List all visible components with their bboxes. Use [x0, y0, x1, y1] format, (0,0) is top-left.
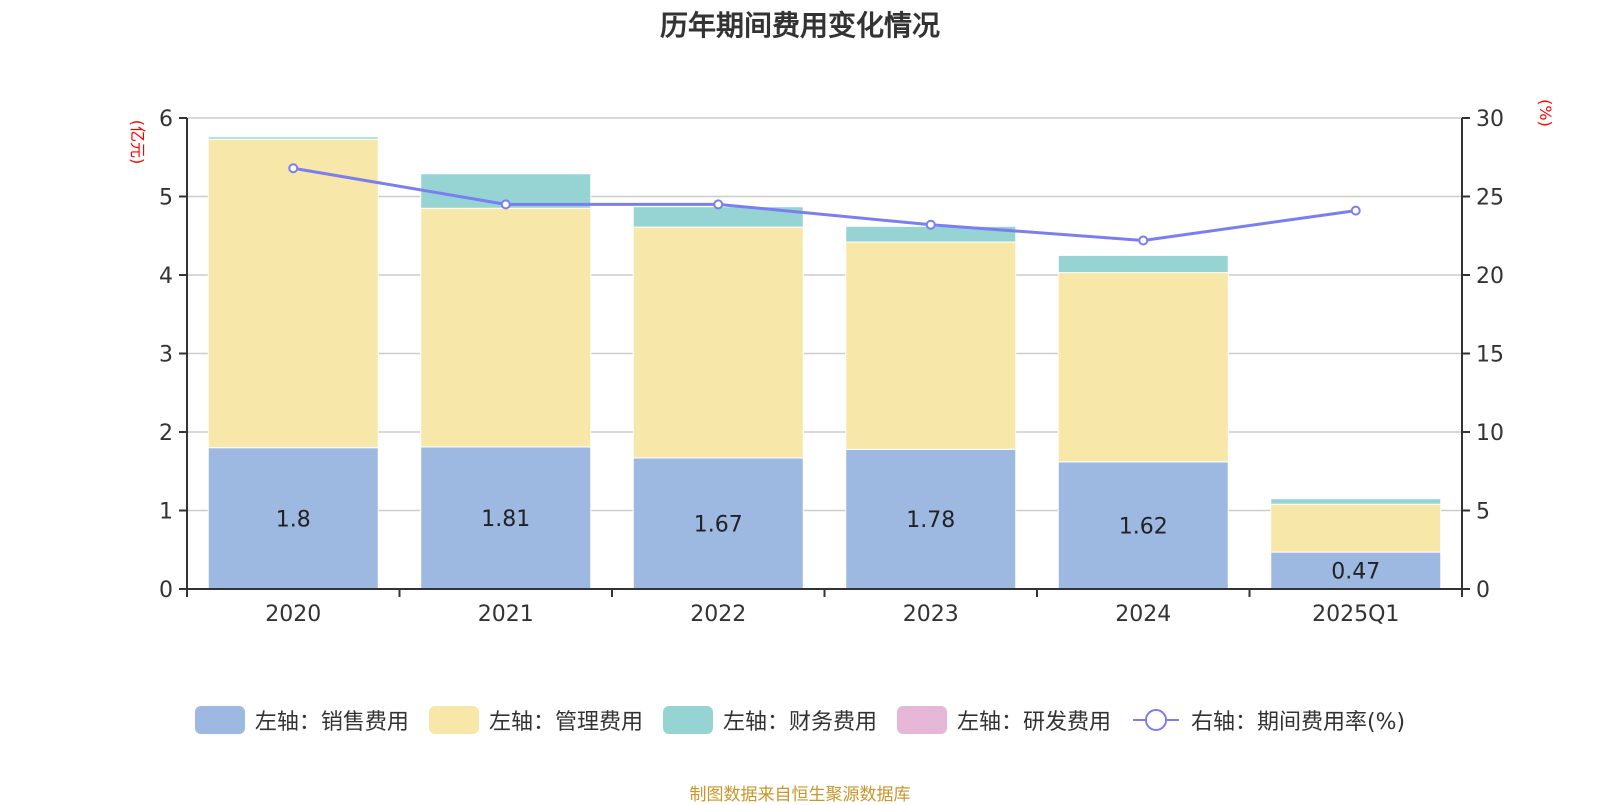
rate-line-path — [292, 166, 1356, 242]
left-tick-label: 1 — [159, 500, 173, 525]
bars: 1.8 1.81 1.67 1.78 1.62 0.47 — [207, 136, 1442, 590]
right-tick-label: 0 — [1476, 578, 1490, 603]
bar-sales — [1057, 461, 1229, 590]
left-tick-label: 3 — [159, 343, 173, 368]
x-tick-label: 2022 — [690, 602, 746, 627]
right-tick-label: 25 — [1476, 186, 1504, 211]
legend-swatch-admin — [428, 706, 479, 734]
legend-swatch-sales — [194, 706, 245, 734]
left-tick-label: 5 — [159, 186, 173, 211]
x-tick-label: 2020 — [265, 602, 321, 627]
rate-line — [288, 163, 1361, 246]
right-axis-unit: (%) — [1536, 99, 1555, 127]
bar-finance — [1057, 254, 1229, 274]
bar-data-label: 0.47 — [1331, 560, 1380, 585]
left-tick-label: 6 — [159, 107, 173, 132]
bar-data-label: 1.67 — [694, 512, 743, 537]
bar-sales — [845, 448, 1017, 590]
rate-point — [713, 199, 724, 210]
legend-label-finance: 左轴：财务费用 — [722, 710, 877, 735]
bar-admin — [632, 226, 804, 459]
bar-data-label: 1.78 — [906, 508, 955, 533]
legend-label-rnd: 左轴：研发费用 — [956, 710, 1111, 735]
x-tick-label: 2023 — [903, 602, 959, 627]
legend-line-circle-icon — [1132, 709, 1179, 731]
legend-item-rate[interactable]: 右轴：期间费用率(%) — [1131, 704, 1405, 736]
right-tick-label: 15 — [1476, 343, 1504, 368]
data-source-footer: 制图数据来自恒生聚源数据库 — [689, 785, 911, 805]
bar-finance — [1270, 498, 1442, 505]
left-tick-label: 0 — [159, 578, 173, 603]
left-tick-label: 2 — [159, 421, 173, 446]
rate-point — [288, 163, 299, 174]
left-tick-label: 4 — [159, 264, 173, 289]
bar-data-label: 1.62 — [1119, 514, 1168, 539]
right-tick-label: 10 — [1476, 421, 1504, 446]
legend-item-finance[interactable]: 左轴：财务费用 — [662, 704, 877, 736]
bar-finance — [207, 136, 379, 140]
right-tick-label: 5 — [1476, 500, 1490, 525]
chart-canvas: 1.8 1.81 1.67 1.78 1.620.47 0123456051015202… — [128, 99, 1555, 627]
right-tick-label: 20 — [1476, 264, 1504, 289]
axes: 0 1 2 3 4 5 6 0 5 10 15 20 25 30 2020 2021 2022 2023 2024 2… — [159, 107, 1504, 627]
legend-item-admin[interactable]: 左轴：管理费用 — [428, 704, 643, 736]
left-axis-unit: (亿元) — [128, 120, 147, 165]
legend: 左轴：销售费用 左轴：管理费用 左轴：财务费用 左轴：研发费用 右轴：期间费用率… — [0, 704, 1600, 736]
bar-admin — [207, 138, 379, 449]
bar-data-label: 1.8 — [276, 507, 311, 532]
legend-label-admin: 左轴：管理费用 — [488, 710, 643, 735]
right-tick-label: 30 — [1476, 107, 1504, 132]
rate-point — [925, 219, 936, 230]
bar-sales — [207, 447, 379, 590]
bar-admin — [1270, 503, 1442, 553]
x-tick-label: 2024 — [1115, 602, 1171, 627]
legend-swatch-rnd — [896, 706, 947, 734]
grid-lines — [187, 117, 1462, 512]
x-tick-label: 2021 — [478, 602, 534, 627]
bar-admin — [1057, 272, 1229, 463]
bar-admin — [845, 241, 1017, 450]
rate-point — [500, 199, 511, 210]
legend-item-sales[interactable]: 左轴：销售费用 — [194, 704, 409, 736]
bar-data-label: 1.81 — [481, 507, 530, 532]
x-tick-label: 2025Q1 — [1312, 602, 1399, 627]
rate-point — [1350, 205, 1361, 216]
legend-swatch-finance — [662, 706, 713, 734]
chart-title: 历年期间费用变化情况 — [659, 9, 940, 42]
legend-label-rate: 右轴：期间费用率(%) — [1190, 710, 1406, 735]
legend-item-rnd[interactable]: 左轴：研发费用 — [896, 704, 1111, 736]
legend-label-sales: 左轴：销售费用 — [254, 710, 409, 735]
bar-admin — [420, 207, 592, 448]
rate-point — [1138, 235, 1149, 246]
